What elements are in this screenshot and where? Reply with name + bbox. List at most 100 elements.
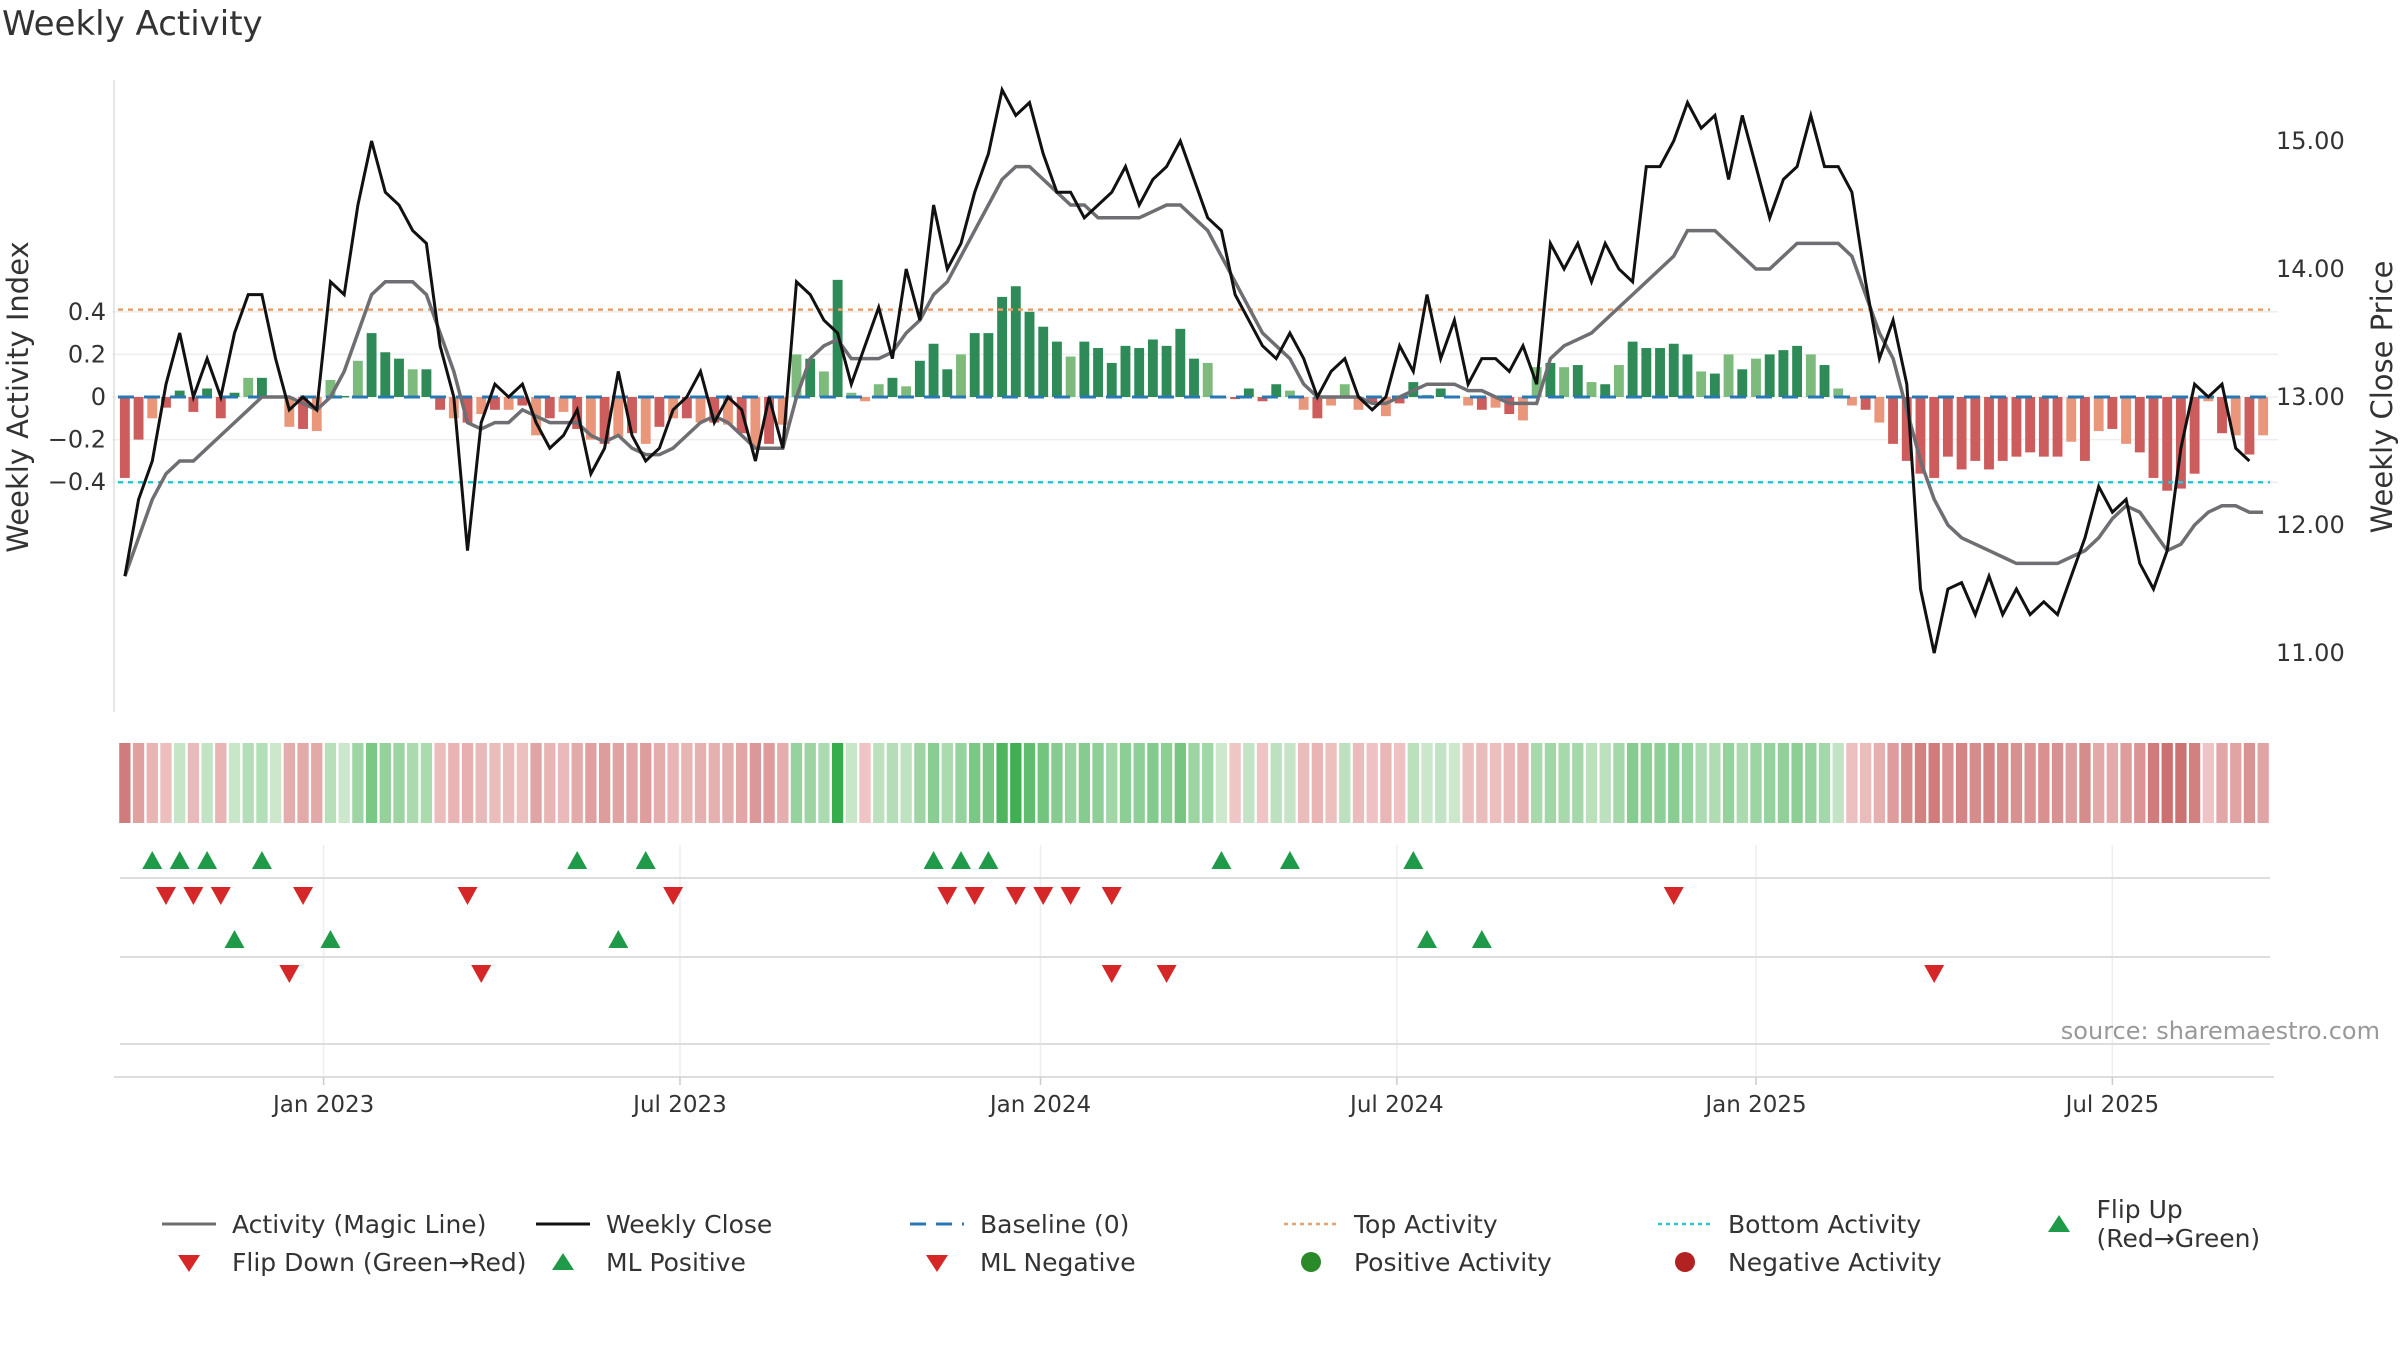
heat-cell bbox=[1750, 743, 1762, 823]
heat-cell bbox=[790, 743, 803, 823]
heat-cell bbox=[1517, 743, 1529, 823]
activity-bar bbox=[2258, 397, 2269, 436]
heat-cell bbox=[1435, 743, 1447, 823]
ml-negative-marker bbox=[279, 965, 300, 983]
flip-up-marker bbox=[251, 851, 272, 869]
activity-bar bbox=[1038, 326, 1049, 397]
legend-label: Positive Activity bbox=[1354, 1247, 1552, 1277]
activity-bar bbox=[1298, 397, 1309, 410]
axes: 0.4 0.2 0 −0.2 −0.4 15.00 14.00 13.00 12.00 11.00… bbox=[1, 80, 2399, 712]
heat-cell bbox=[1585, 743, 1598, 823]
heat-cell bbox=[1023, 743, 1036, 823]
heat-cell bbox=[1873, 743, 1886, 823]
activity-bar bbox=[873, 384, 884, 397]
activity-bar bbox=[1737, 369, 1748, 397]
activity-bar bbox=[503, 397, 514, 410]
heat-cell bbox=[530, 743, 542, 823]
y2-tick-label: 15.00 bbox=[2276, 127, 2345, 155]
activity-bar bbox=[901, 386, 912, 397]
flip-down-marker bbox=[937, 887, 958, 905]
heat-cell bbox=[338, 743, 350, 823]
activity-bar bbox=[613, 397, 624, 438]
heat-cell bbox=[598, 743, 611, 823]
activity-bar bbox=[1847, 397, 1857, 406]
heat-cell bbox=[1298, 743, 1310, 823]
activity-bar bbox=[1202, 362, 1213, 397]
heat-cell bbox=[1613, 743, 1625, 823]
source-label: source: sharemaestro.com bbox=[2061, 1017, 2380, 1045]
flip-up-marker bbox=[950, 851, 971, 869]
flip-down-marker bbox=[293, 887, 314, 905]
flip-down-marker bbox=[1101, 887, 1122, 905]
legend-item: Bottom Activity bbox=[1656, 1210, 2030, 1239]
activity-bar bbox=[695, 397, 706, 423]
heat-cell bbox=[1818, 743, 1831, 823]
heat-cell bbox=[2051, 743, 2064, 823]
heat-cell bbox=[132, 743, 145, 823]
y-axis-label: Weekly Activity Index bbox=[1, 241, 35, 552]
activity-bar bbox=[352, 360, 363, 397]
activity-bar bbox=[640, 397, 651, 444]
flip-down-marker bbox=[1060, 887, 1081, 905]
activity-bar bbox=[2189, 397, 2200, 474]
legend-swatch bbox=[1658, 1222, 1712, 1226]
heat-cell bbox=[2243, 743, 2256, 823]
activity-bar bbox=[997, 296, 1008, 397]
heat-cell bbox=[502, 743, 515, 823]
heat-cell bbox=[1558, 743, 1570, 823]
flip-down-marker bbox=[663, 887, 684, 905]
heat-cell bbox=[1325, 743, 1337, 823]
activity-bar bbox=[1490, 397, 1501, 408]
legend-swatch bbox=[910, 1222, 964, 1226]
heat-cell bbox=[1846, 743, 1858, 823]
heat-cell bbox=[708, 743, 720, 823]
heat-cell bbox=[242, 743, 254, 823]
activity-bar bbox=[1874, 397, 1885, 423]
ml-negative-marker bbox=[1156, 965, 1177, 983]
ml-positive-marker bbox=[224, 930, 245, 948]
x-tick-label: Jul 2024 bbox=[1348, 1092, 1444, 1118]
heat-cell bbox=[420, 743, 433, 823]
weekly-close-line bbox=[123, 85, 2251, 654]
heat-cell bbox=[914, 743, 926, 823]
heat-cell bbox=[228, 743, 241, 823]
heat-cell bbox=[1955, 743, 1968, 823]
heat-cell bbox=[1901, 743, 1913, 823]
heat-cell bbox=[1887, 743, 1899, 823]
activity-bar bbox=[1010, 286, 1021, 397]
activity-bar bbox=[1833, 388, 1844, 397]
activity-bar bbox=[243, 377, 254, 397]
heat-cell bbox=[722, 743, 734, 823]
ml-negative-marker bbox=[1924, 965, 1945, 983]
activity-bar bbox=[1147, 339, 1158, 397]
heat-cell bbox=[612, 743, 624, 823]
activity-bar bbox=[1709, 373, 1720, 397]
flip-up-marker bbox=[923, 851, 944, 869]
legend-swatch bbox=[1675, 1252, 1695, 1272]
activity-bar bbox=[627, 397, 637, 434]
x-tick-label: Jul 2025 bbox=[2064, 1092, 2160, 1118]
activity-bar bbox=[161, 397, 171, 408]
activity-bar bbox=[791, 354, 802, 397]
heat-cell bbox=[1037, 743, 1049, 823]
heat-cell bbox=[653, 743, 666, 823]
activity-bar bbox=[983, 333, 994, 397]
activity-bar bbox=[1161, 345, 1172, 397]
activity-bar bbox=[1764, 354, 1775, 397]
activity-bar bbox=[818, 371, 829, 397]
activity-bar bbox=[366, 333, 377, 397]
heat-cell bbox=[1736, 743, 1748, 823]
flip-up-marker bbox=[197, 851, 218, 869]
heat-cell bbox=[1489, 743, 1502, 823]
activity-bar bbox=[544, 397, 555, 419]
heat-cell bbox=[831, 743, 844, 823]
activity-bar bbox=[1860, 397, 1871, 410]
activity-bar bbox=[435, 397, 446, 410]
heat-cell bbox=[804, 743, 816, 823]
activity-bar bbox=[846, 392, 857, 397]
activity-bar bbox=[1915, 397, 1926, 474]
heat-cell bbox=[2161, 743, 2173, 823]
activity-bar bbox=[256, 377, 267, 397]
heat-cell bbox=[873, 743, 885, 823]
activity-bar bbox=[1285, 390, 1295, 397]
